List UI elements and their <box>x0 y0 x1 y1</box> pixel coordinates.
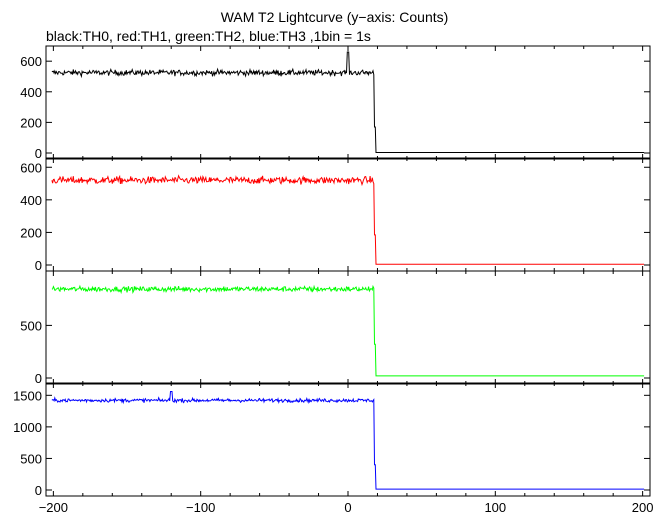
y-tick-label: 400 <box>20 85 42 100</box>
y-tick-label: 600 <box>20 160 42 175</box>
series-line-th3 <box>51 391 645 490</box>
panel-frame-th0 <box>45 45 651 160</box>
panel-frame-th1 <box>45 157 651 272</box>
series-line-th1 <box>51 174 645 265</box>
y-tick-label: 200 <box>20 225 42 240</box>
series-line-th0 <box>51 51 645 153</box>
series-line-th2 <box>51 284 645 377</box>
x-tick-label: −200 <box>39 500 68 515</box>
y-tick-label: 200 <box>20 115 42 130</box>
y-tick-label: 400 <box>20 193 42 208</box>
y-tick-label: 0 <box>35 483 42 498</box>
y-tick-label: 0 <box>35 146 42 161</box>
x-tick-label: −100 <box>186 500 215 515</box>
chart-subtitle: black:TH0, red:TH1, green:TH2, blue:TH3 … <box>46 28 371 44</box>
y-tick-label: 0 <box>35 258 42 273</box>
x-tick-label: 100 <box>484 500 506 515</box>
x-tick-label: 200 <box>632 500 654 515</box>
x-tick-label: 0 <box>344 500 351 515</box>
y-tick-label: 1500 <box>13 388 42 403</box>
y-tick-label: 0 <box>35 371 42 386</box>
y-tick-label: 500 <box>20 318 42 333</box>
y-tick-label: 1000 <box>13 420 42 435</box>
y-tick-label: 500 <box>20 451 42 466</box>
y-tick-label: 600 <box>20 54 42 69</box>
chart-title: WAM T2 Lightcurve (y−axis: Counts) <box>220 9 449 25</box>
